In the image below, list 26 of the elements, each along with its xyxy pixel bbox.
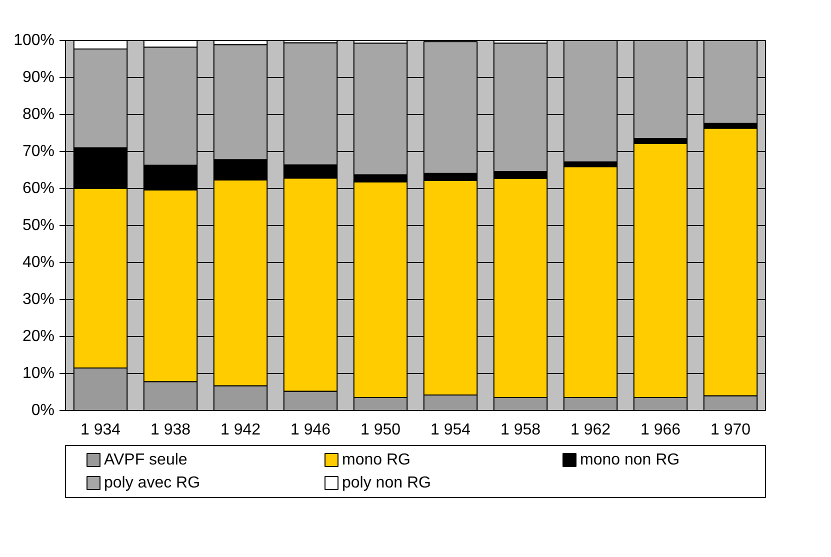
y-tick-label: 10%	[22, 365, 55, 382]
x-tick-label: 1 958	[500, 422, 541, 438]
x-tick-label: 1 966	[640, 422, 681, 438]
x-tick-label: 1 962	[570, 422, 611, 438]
y-tick-label: 0%	[31, 402, 54, 419]
x-tick-label: 1 950	[360, 422, 401, 438]
legend-label: poly avec RG	[104, 474, 200, 492]
legend-label: poly non RG	[342, 474, 431, 492]
y-tick-label: 40%	[22, 254, 55, 271]
x-tick-label: 1 934	[80, 422, 121, 438]
y-tick-label: 50%	[22, 217, 55, 234]
y-tick-label: 80%	[22, 106, 55, 123]
x-tick-label: 1 970	[710, 422, 751, 438]
y-tick-label: 20%	[22, 328, 55, 345]
x-tick-label: 1 954	[430, 422, 471, 438]
x-tick-label: 1 938	[150, 422, 191, 438]
x-tick-label: 1 946	[290, 422, 331, 438]
y-tick-label: 100%	[14, 32, 54, 49]
y-tick-label: 30%	[22, 291, 55, 308]
y-tick-label: 90%	[22, 69, 55, 86]
x-tick-label: 1 942	[220, 422, 261, 438]
legend-label: mono RG	[342, 452, 410, 469]
y-tick-label: 70%	[22, 143, 55, 160]
y-tick-label: 60%	[22, 180, 55, 197]
legend-label: AVPF seule	[104, 452, 188, 469]
legend-label: mono non RG	[580, 452, 680, 469]
